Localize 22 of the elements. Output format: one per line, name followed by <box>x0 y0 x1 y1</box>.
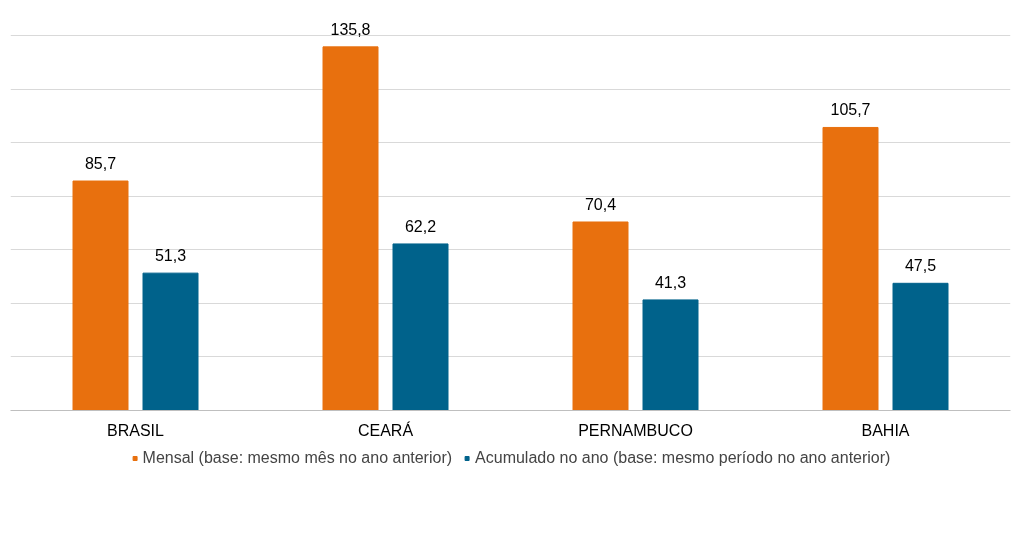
data-label: 105,7 <box>830 101 871 119</box>
data-label: 85,7 <box>84 155 117 173</box>
bar <box>642 299 699 411</box>
bar <box>572 221 629 411</box>
bar <box>322 46 379 411</box>
legend-label: Mensal (base: mesmo mês no ano anterior) <box>142 449 453 467</box>
bar <box>892 282 949 411</box>
data-label: 135,8 <box>330 20 371 38</box>
data-label: 62,2 <box>404 217 437 235</box>
x-tick-label: BAHIA <box>861 421 910 439</box>
x-tick-label: BRASIL <box>107 421 165 439</box>
x-tick-label: PERNAMBUCO <box>578 421 693 439</box>
x-tick-label: CEARÁ <box>357 420 414 439</box>
data-label: 51,3 <box>154 247 187 265</box>
data-label: 70,4 <box>584 195 617 213</box>
data-label: 41,3 <box>654 273 687 291</box>
legend-label: Acumulado no ano (base: mesmo período no ano anterior) <box>475 449 891 467</box>
bar <box>72 180 129 411</box>
data-label: 47,5 <box>904 257 937 275</box>
bar <box>392 243 449 411</box>
bar <box>822 126 879 411</box>
bar <box>142 272 199 411</box>
